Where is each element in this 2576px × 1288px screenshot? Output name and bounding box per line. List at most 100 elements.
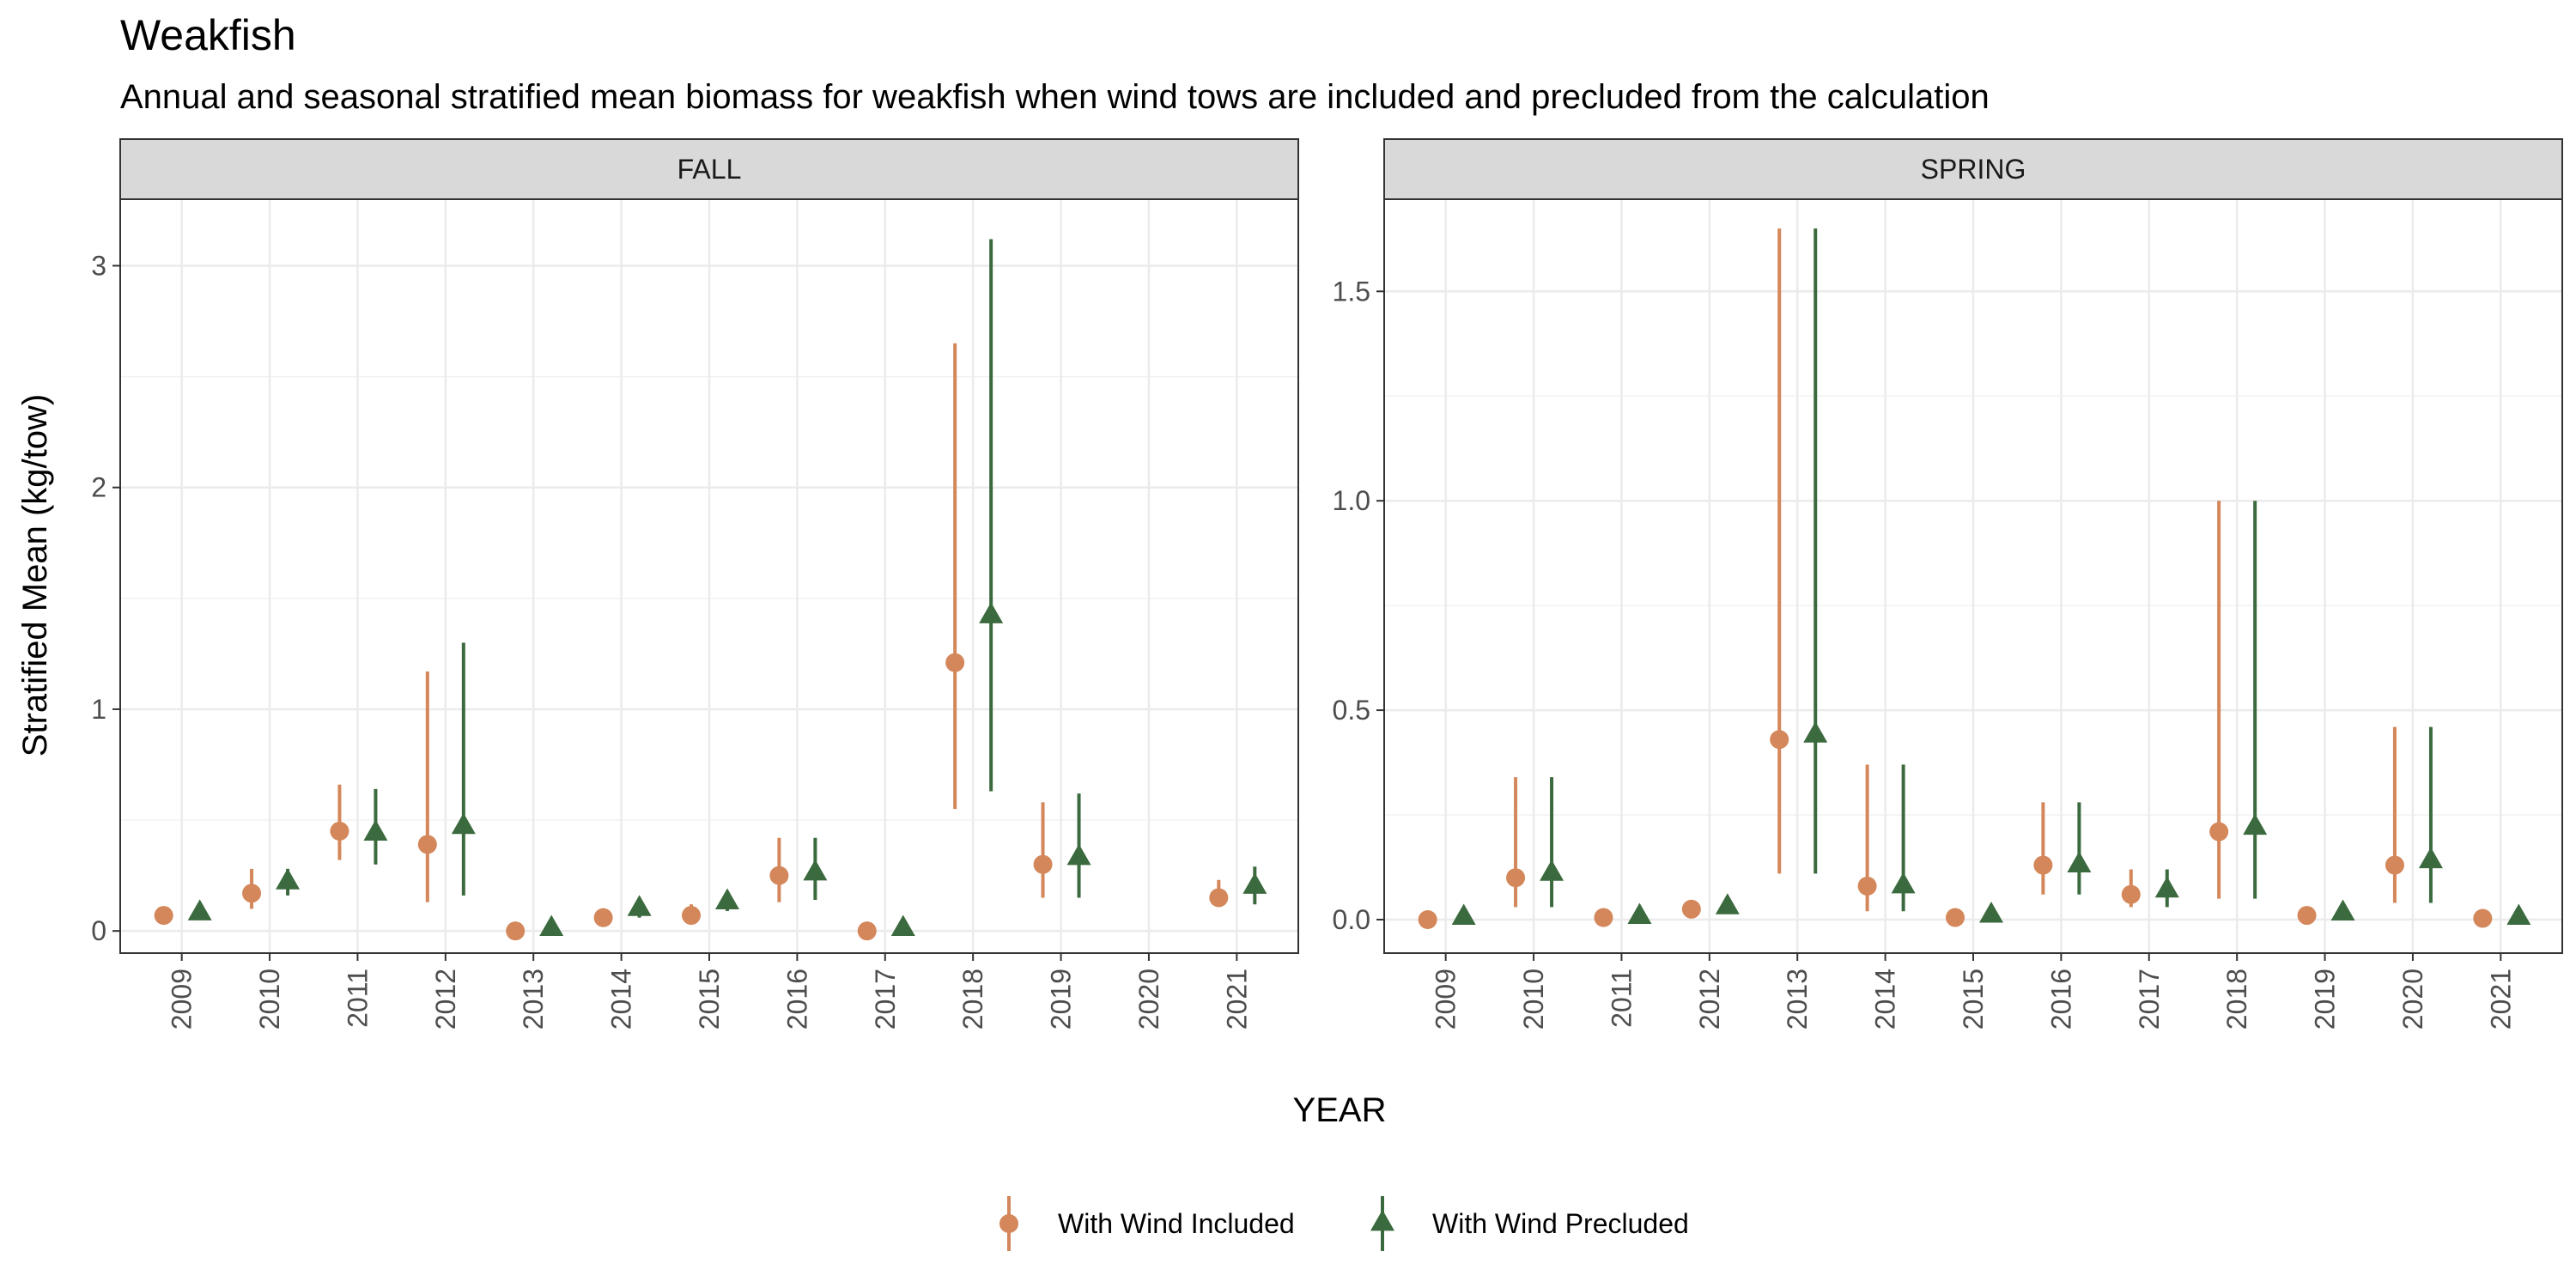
x-tick-label: 2018 [2221, 969, 2252, 1030]
series-wind-precluded [187, 239, 1267, 936]
data-point-circle [1506, 868, 1526, 888]
data-point-triangle [187, 899, 212, 920]
panel-border [119, 198, 1299, 954]
data-point-triangle [276, 868, 301, 890]
data-point-circle [682, 906, 701, 926]
x-tick-label: 2016 [781, 969, 812, 1030]
data-point-circle [417, 835, 437, 854]
data-point-circle [330, 821, 349, 841]
x-tick-label: 2019 [2310, 969, 2341, 1030]
data-point-circle [242, 884, 262, 903]
chart-title: Weakfish [120, 11, 296, 59]
x-tick-label: 2009 [1431, 969, 1461, 1030]
data-point-circle [1681, 899, 1701, 919]
data-point-triangle [1242, 872, 1267, 894]
legend-key-triangle [1370, 1209, 1394, 1231]
data-point-triangle [803, 859, 828, 881]
data-point-triangle [1891, 872, 1916, 894]
data-point-circle [1594, 908, 1613, 927]
data-point-circle [769, 866, 789, 885]
facet-strip [1383, 138, 2563, 200]
data-point-triangle [1803, 721, 1828, 743]
data-point-circle [1946, 908, 1965, 927]
facet-strip-label: FALL [677, 154, 742, 185]
data-point-circle [1857, 876, 1877, 896]
data-point-circle [857, 921, 877, 941]
data-point-circle [945, 653, 965, 672]
legend-item: With Wind Included [999, 1196, 1295, 1251]
y-axis-label: Stratified Mean (kg/tow) [16, 394, 54, 756]
chart-subtitle: Annual and seasonal stratified mean biom… [120, 78, 1990, 116]
panels-layer: FALL 0 1 2 3 2009 2010 2011 2012 2013 2014 2015 2016… [91, 138, 2563, 1030]
x-tick-label: 2015 [694, 969, 725, 1030]
x-tick-label: 2017 [870, 969, 901, 1030]
data-point-circle [1209, 888, 1229, 908]
panel-border [1383, 198, 2563, 954]
x-tick-label: 2011 [1606, 969, 1637, 1028]
x-tick-label: 2014 [1870, 969, 1901, 1030]
x-tick-label: 2011 [342, 969, 373, 1028]
data-point-circle [2385, 855, 2404, 875]
facet-strip [119, 138, 1299, 200]
x-tick-label: 2019 [1046, 969, 1077, 1030]
data-point-triangle [1627, 902, 1652, 924]
x-tick-label: 2021 [2485, 969, 2516, 1030]
x-tick-label: 2010 [254, 969, 285, 1030]
data-point-circle [154, 906, 173, 926]
data-point-triangle [1451, 903, 1476, 925]
y-tick-label: 1 [91, 694, 106, 725]
data-point-triangle [2067, 851, 2092, 872]
legend-label: With Wind Precluded [1432, 1208, 1689, 1239]
legend: With Wind Included With Wind Precluded [999, 1196, 1689, 1251]
y-tick-label: 0.0 [1333, 904, 1370, 935]
data-point-triangle [890, 914, 915, 936]
data-point-circle [2297, 906, 2317, 926]
x-tick-label: 2015 [1958, 969, 1989, 1030]
data-point-circle [506, 921, 526, 941]
data-point-triangle [1066, 843, 1091, 866]
x-tick-label: 2018 [957, 969, 988, 1030]
legend-label: With Wind Included [1058, 1208, 1295, 1239]
x-axis-label: YEAR [1293, 1091, 1387, 1129]
data-point-circle [1033, 854, 1053, 874]
data-point-circle [2033, 855, 2053, 875]
data-point-circle [2121, 884, 2141, 904]
data-point-triangle [451, 812, 476, 835]
data-point-triangle [363, 819, 388, 841]
panel-fall: FALL 0 1 2 3 2009 2010 2011 2012 2013 2014 2015 2016… [91, 138, 1299, 1030]
data-point-triangle [715, 888, 739, 910]
x-tick-label: 2013 [1782, 969, 1813, 1030]
data-point-triangle [2506, 903, 2531, 925]
x-tick-label: 2012 [1694, 969, 1725, 1030]
data-point-triangle [979, 602, 1004, 623]
series-wind-included [154, 343, 1229, 941]
data-point-circle [593, 908, 613, 927]
x-tick-label: 2010 [1518, 969, 1549, 1030]
data-point-triangle [2418, 847, 2443, 869]
data-point-triangle [1540, 860, 1564, 881]
data-point-triangle [2154, 876, 2179, 898]
data-point-circle [1770, 730, 1789, 750]
series-wind-included [1418, 228, 2493, 929]
data-point-circle [2473, 908, 2493, 928]
y-tick-label: 0 [91, 915, 106, 946]
data-point-triangle [2243, 813, 2268, 835]
series-wind-precluded [1451, 228, 2531, 925]
data-point-triangle [627, 895, 652, 916]
x-tick-label: 2020 [1133, 969, 1164, 1030]
x-tick-label: 2016 [2045, 969, 2076, 1030]
x-tick-label: 2014 [606, 969, 637, 1030]
x-tick-label: 2009 [167, 969, 197, 1030]
x-tick-label: 2020 [2397, 969, 2428, 1030]
data-point-circle [1418, 909, 1437, 929]
panel-spring: SPRING 0.0 0.5 1.0 1.5 2009 2010 2011 2012 2013 20… [1333, 138, 2563, 1030]
data-point-triangle [539, 914, 564, 936]
x-tick-label: 2017 [2134, 969, 2165, 1030]
x-tick-label: 2012 [430, 969, 461, 1030]
legend-key-circle [999, 1214, 1018, 1233]
data-point-triangle [1715, 893, 1740, 914]
y-tick-label: 1.5 [1333, 276, 1370, 307]
y-tick-label: 3 [91, 250, 106, 281]
data-point-triangle [2330, 899, 2355, 921]
